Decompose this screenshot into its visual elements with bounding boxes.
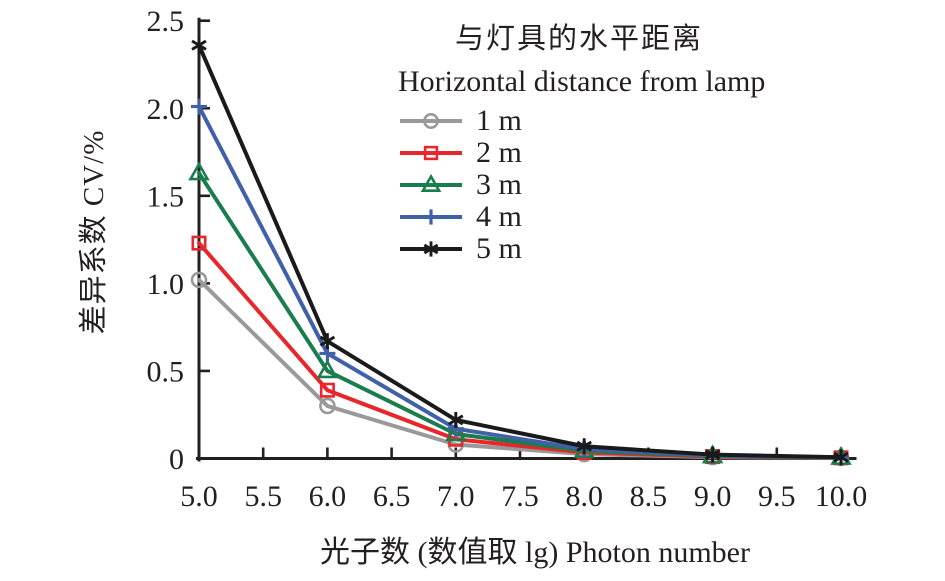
x-tick-label: 5.5	[244, 480, 282, 513]
legend-marker-sample	[400, 241, 462, 257]
series-line-5m	[197, 43, 843, 460]
legend-item-5m: 5 m	[398, 232, 765, 266]
square-marker-icon	[191, 235, 207, 251]
x-tick-label: 7.0	[437, 480, 475, 513]
plus-marker-icon	[423, 209, 439, 225]
square-marker-icon	[423, 145, 439, 161]
legend-title-en: Horizontal distance from lamp	[398, 64, 766, 98]
chart-legend: 与灯具的水平距离 Horizontal distance from lamp 1…	[398, 23, 766, 266]
x-tick-label: 6.0	[309, 480, 347, 513]
triangle-marker-icon	[188, 161, 210, 181]
series-markers-5m	[191, 37, 849, 466]
asterisk-marker-icon	[833, 449, 849, 466]
x-tick-label: 6.5	[373, 480, 411, 513]
plus-marker-icon	[191, 98, 207, 115]
x-tick-label: 8.5	[630, 480, 668, 513]
legend-title-zh: 与灯具的水平距离	[455, 23, 704, 55]
x-tick-label: 5.0	[180, 480, 218, 513]
triangle-marker-icon	[445, 422, 467, 442]
legend-marker-sample	[400, 112, 462, 129]
asterisk-marker-icon	[448, 411, 464, 428]
y-tick-label: 0.5	[147, 355, 185, 388]
legend-marker-sample	[400, 145, 462, 161]
x-tick-label: 7.5	[501, 480, 539, 513]
legend-item-1m: 1 m	[398, 104, 765, 138]
y-ticks: 0 0.5 1.0 1.5 2.0 2.5	[147, 5, 210, 476]
legend-item-label: 5 m	[476, 232, 522, 266]
asterisk-marker-icon	[576, 438, 592, 455]
y-tick-label: 0	[169, 443, 184, 476]
legend-marker-sample	[400, 209, 462, 225]
x-tick-label: 8.0	[565, 480, 603, 513]
legend-item-label: 4 m	[476, 200, 522, 234]
y-tick-label: 1.0	[147, 268, 185, 301]
series-line-2m	[197, 241, 843, 460]
triangle-marker-icon	[316, 359, 339, 379]
circle-marker-icon	[423, 112, 439, 129]
legend-marker-sample	[400, 173, 462, 192]
asterisk-marker-icon	[319, 333, 336, 350]
triangle-marker-icon	[420, 173, 442, 192]
asterisk-marker-icon	[704, 446, 721, 463]
y-axis-title: 差异系数 CV/%	[78, 129, 110, 335]
x-tick-label: 9.5	[758, 480, 796, 513]
legend-item-3m: 3 m	[398, 168, 765, 202]
y-tick-label: 1.5	[147, 180, 185, 213]
x-axis-title: 光子数 (数值取 lg) Photon number	[320, 536, 750, 569]
y-tick-label: 2.0	[147, 93, 185, 126]
legend-item-label: 1 m	[476, 104, 522, 138]
x-tick-label: 10.0	[815, 480, 868, 513]
legend-item-2m: 2 m	[398, 136, 765, 170]
circle-marker-icon	[190, 271, 208, 289]
legend-item-4m: 4 m	[398, 200, 765, 234]
legend-item-label: 3 m	[476, 168, 522, 202]
x-tick-label: 9.0	[694, 480, 732, 513]
square-marker-icon	[319, 382, 335, 398]
asterisk-marker-icon	[191, 37, 207, 54]
legend-item-label: 2 m	[476, 136, 522, 170]
circle-marker-icon	[319, 397, 336, 415]
y-tick-label: 2.5	[147, 5, 185, 38]
asterisk-marker-icon	[423, 241, 439, 257]
